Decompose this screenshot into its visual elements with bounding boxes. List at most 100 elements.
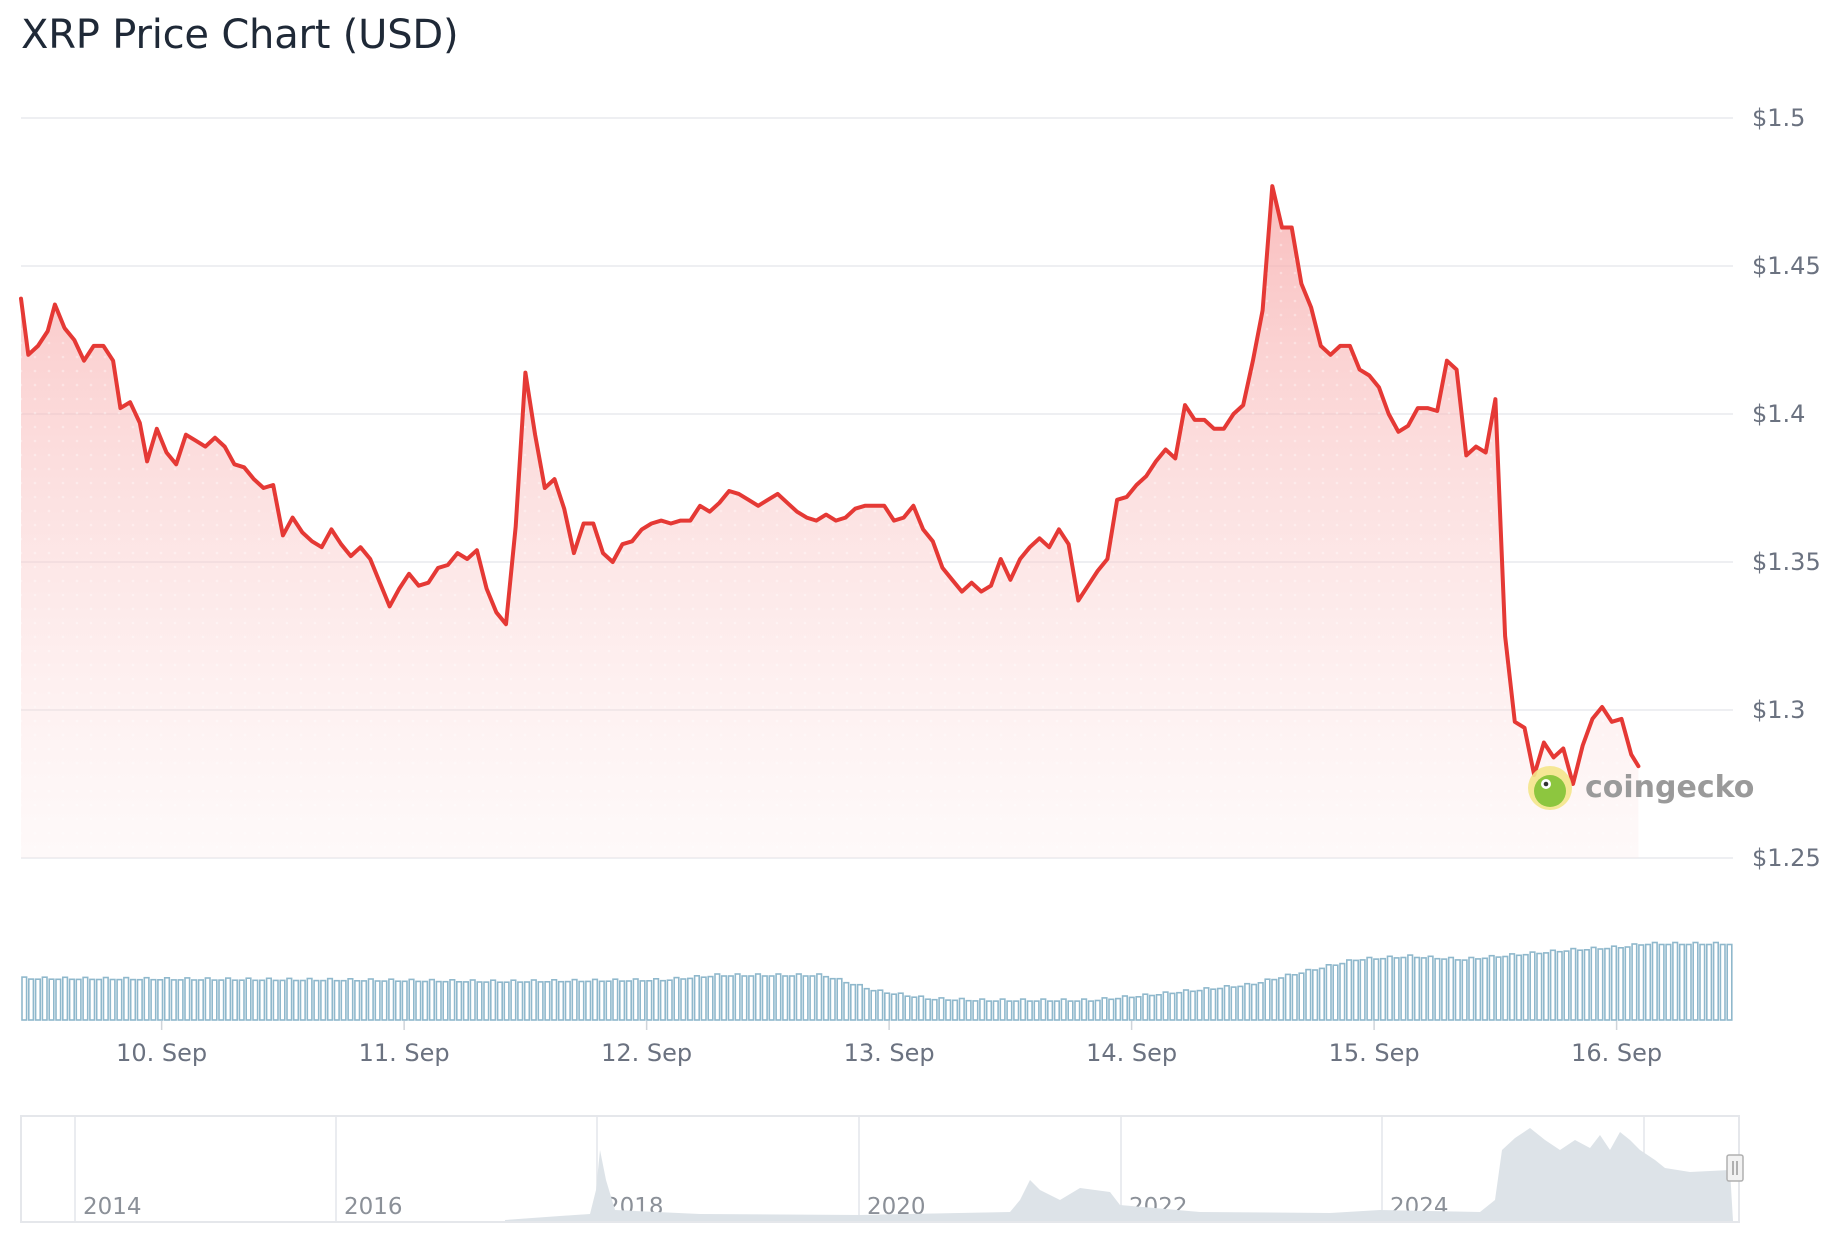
volume-bar [1712,941,1719,1021]
volume-bar [1067,1000,1074,1021]
volume-bar [1278,977,1285,1021]
volume-bar [333,979,340,1021]
volume-bar [1515,954,1522,1021]
navigator-handle[interactable] [1726,1154,1744,1182]
volume-bar [768,975,775,1021]
volume-bar [1040,998,1047,1021]
volume-bar [659,979,666,1021]
volume-bar [89,978,96,1021]
volume-bar [1644,943,1652,1021]
volume-bar [191,979,198,1021]
volume-bar [1420,957,1427,1021]
volume-bar [401,980,408,1021]
volume-bar [34,978,41,1021]
volume-bar [1522,953,1529,1021]
volume-bar [455,980,463,1021]
volume-bar [367,978,374,1021]
range-navigator[interactable]: 2014201620182020202220242026 [20,1115,1744,1223]
volume-bar [442,980,449,1021]
volume-bar [585,980,592,1021]
volume-bar [1155,993,1162,1021]
volume-bar [1529,951,1536,1021]
volume-bar [1284,973,1291,1021]
volume-bar [1271,978,1278,1021]
volume-bar [1033,1000,1040,1021]
volume-bar [449,978,456,1021]
volume-bar [829,977,836,1021]
volume-bar [999,998,1006,1021]
volume-bar [612,978,619,1021]
volume-bar [1115,997,1122,1021]
volume-bar [1128,996,1135,1021]
volume-bar [673,976,680,1021]
volume-bar [1447,956,1455,1021]
volume-bar [136,978,143,1021]
volume-bar [700,976,707,1021]
volume-bar [693,974,700,1021]
volume-bar [1237,985,1244,1021]
volume-bar [238,979,245,1021]
volume-bar [374,980,381,1021]
volume-bar [890,993,897,1021]
volume-bar [1081,998,1088,1021]
volume-bar [299,979,306,1021]
volume-bar [1400,956,1407,1021]
volume-bar [1359,959,1366,1021]
volume-bar [1481,957,1488,1021]
volume-bar [265,977,273,1021]
volume-bar [279,979,286,1021]
price-line[interactable] [19,184,1641,786]
volume-bar [163,976,171,1021]
volume-bar [496,981,504,1021]
volume-bar [1509,953,1516,1021]
volume-bar [1339,962,1346,1021]
volume-bar [1617,946,1624,1021]
volume-bar [1318,967,1325,1021]
volume-bar [313,979,320,1021]
volume-bar [1074,1000,1081,1021]
x-tick-label: 14. Sep [1086,1039,1177,1067]
x-tick-label: 11. Sep [359,1039,450,1067]
volume-bar [754,973,762,1021]
volume-bar [469,979,476,1021]
volume-bar [1556,950,1563,1021]
volume-bar [551,978,558,1021]
volume-bar [476,981,483,1021]
navigator-content: 2014201620182020202220242026 [74,1117,1733,1221]
volume-bar [197,979,205,1021]
volume-bar [1305,968,1312,1021]
volume-bar [1047,1000,1054,1021]
volume-bar [517,981,524,1021]
volume-bar [1726,943,1733,1021]
volume-bar [578,980,585,1021]
volume-bar [1108,998,1115,1021]
volume-bar [1393,957,1400,1021]
volume-bar [286,977,293,1021]
y-tick-label: $1.4 [1752,400,1805,428]
price-area-texture [21,186,1639,859]
volume-bar [1291,973,1298,1021]
volume-bar [1624,946,1631,1021]
volume-bar [21,976,28,1021]
volume-bar [1549,949,1556,1021]
volume-bar [326,977,334,1021]
volume-bar [1495,956,1502,1021]
volume-bar [734,973,741,1021]
volume-bar [1638,944,1645,1021]
y-tick-label: $1.45 [1752,252,1821,280]
volume-bar [714,973,721,1021]
volume-bar [775,973,782,1021]
volume-bar [666,979,673,1021]
volume-bar [877,989,884,1021]
volume-bar [863,987,870,1021]
volume-bar [1060,998,1067,1021]
volume-bar [979,998,986,1021]
chart-title: XRP Price Chart (USD) [21,12,459,58]
volume-bar [843,981,850,1021]
volume-bar [1488,954,1495,1021]
volume-bar [340,979,347,1021]
price-line-group[interactable] [19,184,1641,786]
volume-bar [1026,1000,1033,1021]
volume-bar [1250,983,1258,1021]
